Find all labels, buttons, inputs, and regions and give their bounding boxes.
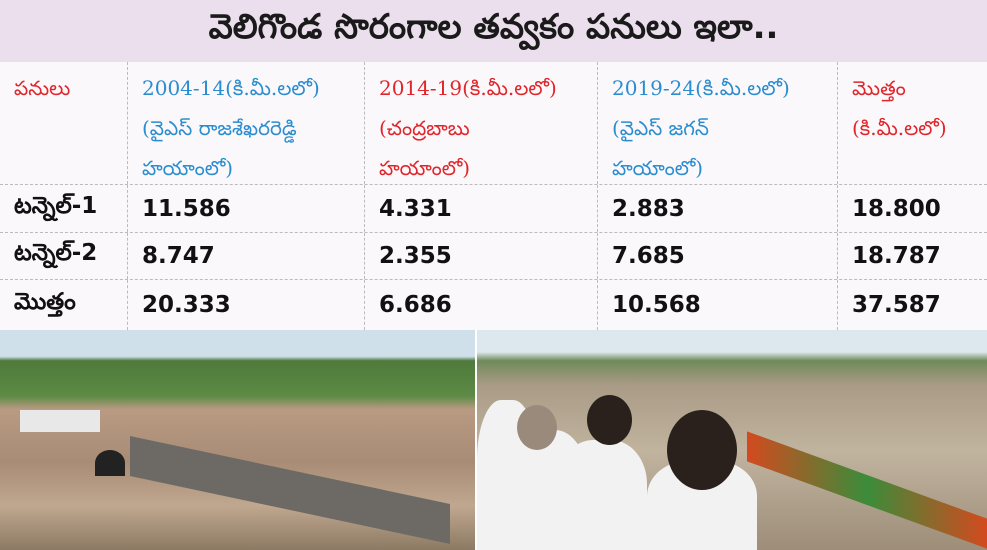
tunnel-site-photo [0,330,475,550]
cell-2004-14: 20.333 [128,280,365,330]
header-line: 2014-19(కి.మీ.లలో) [379,76,557,100]
table-row: టన్నెల్-2 8.747 2.355 7.685 18.787 [0,233,987,280]
header-line: (కి.మీ.లలో) [852,116,947,140]
person-head [517,405,557,450]
header-total: మొత్తం (కి.మీ.లలో) [838,62,987,184]
row-label: టన్నెల్-2 [0,233,128,279]
cell-total: 18.800 [852,195,941,222]
person [557,440,647,550]
table-header-row: పనులు 2004-14(కి.మీ.లలో) (వైఎస్ రాజశేఖరర… [0,62,987,185]
tunnel-works-table: పనులు 2004-14(కి.మీ.లలో) (వైఎస్ రాజశేఖరర… [0,62,987,330]
header-line: మొత్తం [852,76,906,100]
table-row: టన్నెల్-1 11.586 4.331 2.883 18.800 [0,185,987,233]
row-label: మొత్తం [0,280,128,330]
row-label: టన్నెల్-1 [0,185,128,232]
header-line: హయాంలో) [379,156,471,180]
cell-total: 37.587 [852,292,941,318]
table-row: మొత్తం 20.333 6.686 10.568 37.587 [0,280,987,330]
person-head [667,410,737,490]
tunnel-portal [95,450,125,476]
person-head [587,395,632,445]
cell-total: 18.787 [852,243,941,269]
header-line: 2004-14(కి.మీ.లలో) [142,76,320,100]
page-title: వెలిగొండ సొరంగాల తవ్వకం పనులు ఇలా.. [0,0,987,62]
cell-2019-24: 2.883 [598,185,838,232]
cell-2014-19: 4.331 [365,185,598,232]
cell-2019-24: 10.568 [598,280,838,330]
header-line: 2019-24(కి.మీ.లలో) [612,76,790,100]
tunnel-boring-machine [130,435,450,545]
header-line: (చంద్రబాబు [379,116,470,140]
garland-decoration [747,431,987,549]
cell-2004-14: 11.586 [128,185,365,232]
cell-2014-19: 6.686 [365,280,598,330]
header-2004-14: 2004-14(కి.మీ.లలో) (వైఎస్ రాజశేఖరరెడ్డి … [128,62,365,184]
header-works: పనులు [0,62,128,184]
cell-2004-14: 8.747 [128,233,365,279]
header-2019-24: 2019-24(కి.మీ.లలో) (వైఎస్ జగన్ హయాంలో) [598,62,838,184]
header-line: హయాంలో) [142,156,234,180]
cell-2019-24: 7.685 [598,233,838,279]
header-line: (వైఎస్ జగన్ [612,116,709,140]
header-line: హయాంలో) [612,156,704,180]
header-line: (వైఎస్ రాజశేఖరరెడ్డి [142,116,297,140]
tunnel-portal-sign [20,410,100,432]
officials-visit-photo [477,330,987,550]
header-2014-19: 2014-19(కి.మీ.లలో) (చంద్రబాబు హయాంలో) [365,62,598,184]
cell-2014-19: 2.355 [365,233,598,279]
